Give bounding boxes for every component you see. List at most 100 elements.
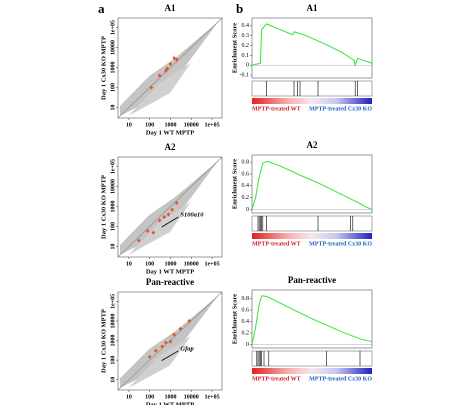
point: [170, 207, 174, 212]
y-axis-label: Enrichment Score: [231, 23, 238, 73]
rank-gradient: [252, 98, 372, 104]
group-label: MPTP-treated WT: [252, 241, 301, 247]
plot-frame: [251, 17, 373, 79]
point: [164, 340, 168, 345]
enrichment-line: [251, 295, 373, 345]
y-axis-label: Day 1 Cx30 KO MPTP: [100, 36, 107, 100]
diagonal: [117, 17, 223, 119]
x-tick-label: 10000: [184, 261, 199, 267]
y-tick-label: 10000: [110, 40, 116, 55]
y-axis-label: Day 1 Cx30 KO MPTP: [100, 309, 107, 373]
group-label: MPTP-treated WT: [252, 106, 301, 112]
y-tick-label: 0.2: [242, 330, 250, 336]
x-tick-label: 10000: [184, 122, 199, 128]
x-tick-label: 1000: [164, 122, 176, 128]
y-tick-label: 1e+05: [110, 294, 116, 309]
y-tick-label: 1e+05: [110, 20, 116, 35]
annotation-arrow: [161, 350, 179, 361]
point: [147, 354, 152, 359]
chart-title: Pan-reactive: [288, 275, 336, 285]
y-tick-label: 10: [110, 244, 116, 250]
y-tick-label: 0: [246, 342, 249, 348]
y-tick-label: 100: [110, 83, 116, 92]
y-tick-label: 1e+05: [110, 159, 116, 174]
x-axis-label: Day 1 WT MPTP: [146, 129, 194, 136]
x-tick-label: 10: [126, 122, 132, 128]
panel-label: b: [236, 1, 243, 16]
y-tick-label: 0.4: [242, 23, 250, 29]
y-tick-label: 100: [110, 222, 116, 231]
x-tick-label: 1000: [164, 394, 176, 400]
point: [168, 62, 173, 67]
y-tick-label: 0.4: [242, 319, 250, 325]
group-label: MPTP-treated Cx30 KO: [309, 106, 372, 112]
point: [174, 57, 179, 62]
y-tick-label: 0: [246, 207, 249, 213]
chart-title: A2: [307, 140, 318, 150]
y-tick-label: 10: [110, 377, 116, 383]
x-axis-label: Day 1 WT MPTP: [146, 268, 194, 275]
point: [157, 218, 162, 223]
annotation: S100a10: [180, 211, 204, 218]
x-tick-label: 1e+05: [205, 261, 220, 267]
point-cloud: [128, 336, 191, 388]
chart-title: Pan-reactive: [146, 277, 194, 287]
annotation-arrow: [161, 216, 179, 228]
point-cloud: [128, 202, 191, 255]
x-tick-label: 100: [145, 394, 154, 400]
group-label: MPTP-treated Cx30 KO: [309, 376, 372, 382]
panel-label: a: [98, 1, 105, 16]
y-tick-label: 0.8: [242, 159, 250, 165]
enrichment-line: [251, 160, 373, 210]
y-tick-label: 0.4: [242, 183, 250, 189]
x-tick-label: 10: [126, 394, 132, 400]
point: [165, 66, 170, 71]
rank-gradient: [252, 233, 372, 239]
point: [174, 201, 179, 206]
hit-frame: [251, 215, 373, 232]
y-axis-label: Day 1 Cx30 KO MPTP: [100, 175, 107, 239]
y-axis-label: Enrichment Score: [231, 159, 238, 209]
y-tick-label: 10: [110, 105, 116, 111]
x-tick-label: 10000: [184, 394, 199, 400]
point: [145, 228, 150, 233]
x-tick-label: 100: [145, 122, 154, 128]
y-tick-label: 0.1: [242, 53, 250, 59]
point: [157, 73, 162, 78]
y-tick-label: 0.8: [242, 296, 250, 302]
x-tick-label: 10: [126, 261, 132, 267]
chart-title: A1: [165, 3, 176, 13]
point: [168, 339, 173, 344]
point: [166, 212, 171, 217]
point: [187, 318, 192, 323]
point-cloud: [128, 63, 191, 116]
group-label: MPTP-treated WT: [252, 376, 301, 382]
y-tick-label: 100: [110, 356, 116, 365]
chart-title: A2: [165, 142, 176, 152]
hit-frame: [251, 80, 373, 97]
y-tick-label: 0.3: [242, 33, 250, 39]
y-tick-label: 1000: [110, 335, 116, 347]
y-tick-label: 0.6: [242, 307, 250, 313]
y-tick-label: 10000: [110, 313, 116, 328]
point: [162, 215, 167, 219]
y-tick-label: 1000: [110, 201, 116, 213]
point: [178, 326, 183, 331]
x-tick-label: 1000: [164, 261, 176, 267]
x-tick-label: 100: [145, 261, 154, 267]
diagonal: [117, 156, 223, 258]
point: [154, 348, 158, 353]
y-tick-label: 10000: [110, 179, 116, 194]
y-tick-label: 0: [246, 63, 249, 69]
hit-frame: [251, 350, 373, 367]
y-tick-label: 0.2: [242, 195, 250, 201]
point: [137, 238, 141, 243]
enrichment-line: [251, 23, 373, 67]
point: [160, 344, 164, 349]
y-tick-label: 1000: [110, 62, 116, 74]
plot-frame: [251, 154, 373, 214]
rank-gradient: [252, 368, 372, 374]
y-tick-label: -0.1: [240, 72, 250, 78]
